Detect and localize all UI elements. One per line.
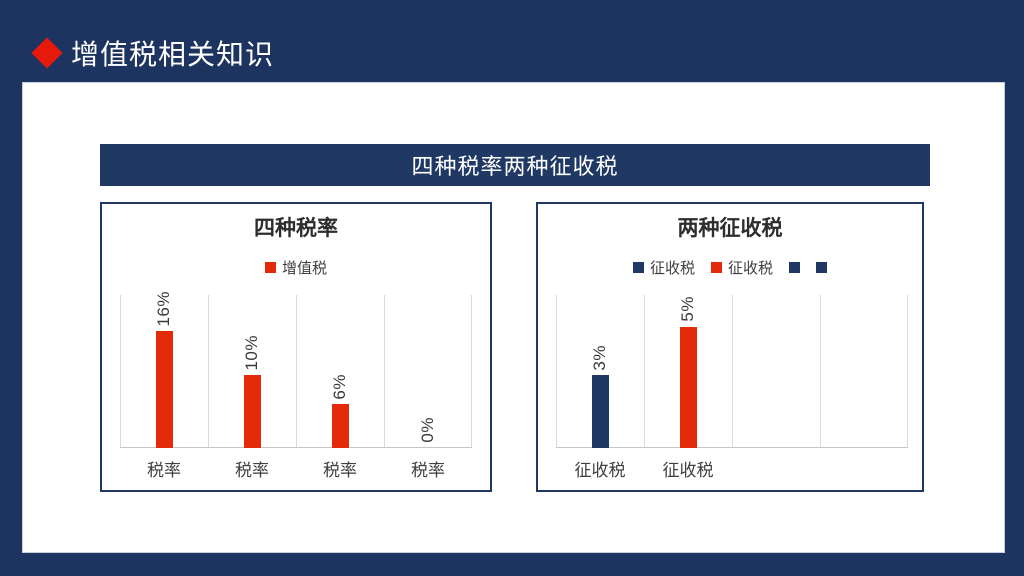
legend-swatch-icon bbox=[789, 262, 801, 273]
page-title: 增值税相关知识 bbox=[71, 39, 275, 70]
legend-label: 征收税 bbox=[649, 260, 695, 277]
gridline bbox=[907, 295, 908, 448]
gridline bbox=[296, 295, 297, 448]
category-label: 税率 bbox=[411, 461, 445, 480]
bar bbox=[243, 375, 261, 448]
legend-swatch-icon bbox=[816, 262, 828, 273]
data-label: 0% bbox=[418, 417, 437, 443]
bar bbox=[331, 404, 349, 448]
gridline bbox=[384, 295, 385, 448]
section-banner-title: 四种税率两种征收税 bbox=[411, 154, 619, 179]
category-label bbox=[732, 456, 820, 481]
legend-item bbox=[816, 262, 828, 273]
data-label: 5% bbox=[678, 296, 697, 322]
category-label bbox=[820, 456, 908, 481]
legend-label: 增值税 bbox=[281, 260, 327, 277]
gridline bbox=[644, 295, 645, 448]
category-label: 征收税 bbox=[574, 461, 626, 480]
gridline bbox=[556, 295, 557, 448]
bar bbox=[679, 326, 697, 448]
chart-four-tax-rates: 四种税率 增值税 16% 10% 6% 0% 税率 税率 税率 税率 bbox=[100, 202, 492, 492]
data-label: 16% bbox=[154, 290, 173, 327]
category-label: 税率 bbox=[147, 461, 181, 480]
bar bbox=[155, 331, 173, 448]
bar bbox=[591, 375, 609, 448]
plot-area: 3% 5% bbox=[556, 295, 908, 448]
plot-area: 16% 10% 6% 0% bbox=[120, 291, 472, 448]
category-label: 税率 bbox=[235, 461, 269, 480]
chart-title: 两种征收税 bbox=[677, 217, 783, 240]
legend-swatch-icon bbox=[264, 262, 276, 273]
chart-title: 四种税率 bbox=[254, 217, 338, 240]
legend-item: 征收税 bbox=[711, 257, 773, 278]
x-axis-line bbox=[120, 447, 472, 448]
gridline bbox=[732, 295, 733, 448]
slide-header: 增值税相关知识 bbox=[31, 33, 275, 73]
category-label: 税率 bbox=[323, 461, 357, 480]
gridline bbox=[120, 295, 121, 448]
diamond-icon bbox=[31, 37, 63, 69]
gridline bbox=[208, 295, 209, 448]
gridline bbox=[820, 295, 821, 448]
category-axis: 征收税 征收税 bbox=[556, 456, 908, 481]
section-banner: 四种税率两种征收税 bbox=[100, 144, 930, 186]
chart-legend: 增值税 bbox=[102, 257, 490, 278]
legend-item bbox=[789, 262, 801, 273]
legend-label: 征收税 bbox=[728, 260, 774, 277]
legend-item: 征收税 bbox=[632, 257, 695, 278]
data-label: 3% bbox=[590, 344, 609, 371]
legend-item: 增值税 bbox=[264, 257, 327, 278]
category-label: 征收税 bbox=[662, 461, 714, 480]
chart-legend: 征收税 征收税 bbox=[538, 257, 922, 278]
data-label: 10% bbox=[242, 334, 261, 371]
chart-two-collection-taxes: 两种征收税 征收税 征收税 3% 5% 征收税 征收税 bbox=[536, 202, 924, 492]
legend-swatch-icon bbox=[711, 262, 722, 273]
legend-swatch-icon bbox=[632, 262, 644, 273]
gridline bbox=[471, 295, 472, 448]
x-axis-line bbox=[556, 447, 908, 448]
data-label: 6% bbox=[330, 373, 349, 400]
category-axis: 税率 税率 税率 税率 bbox=[120, 456, 472, 481]
